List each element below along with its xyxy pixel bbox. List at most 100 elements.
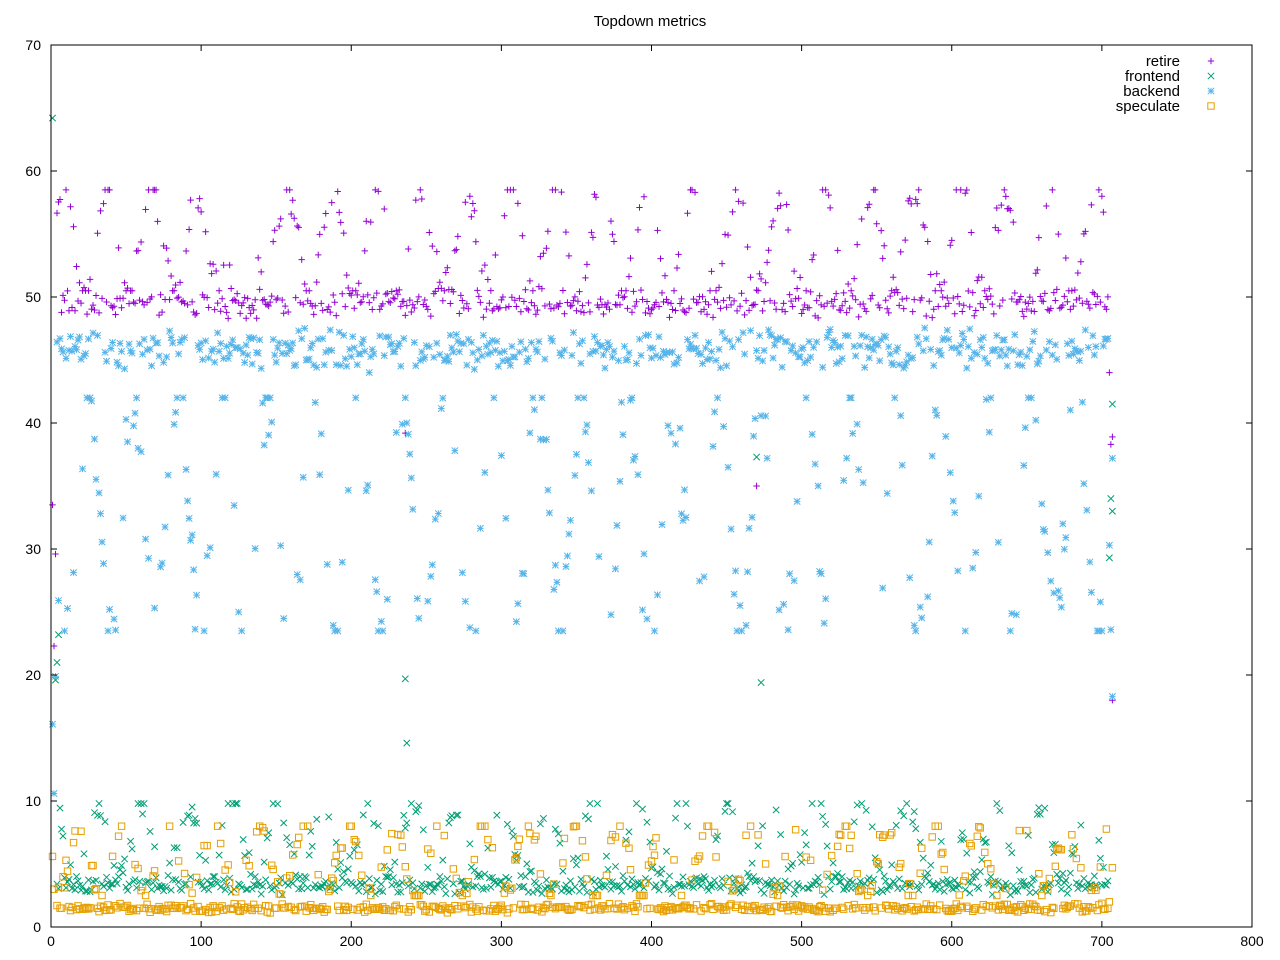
- point-backend: [269, 335, 277, 343]
- point-speculate: [742, 831, 750, 839]
- point-backend: [314, 335, 322, 343]
- point-retire: [700, 306, 708, 313]
- point-backend: [985, 428, 993, 436]
- point-retire: [185, 226, 193, 233]
- point-retire: [205, 304, 212, 311]
- point-backend: [671, 440, 680, 448]
- point-backend: [813, 338, 821, 346]
- point-frontend: [1039, 882, 1047, 890]
- point-backend: [574, 394, 582, 402]
- point-frontend: [102, 873, 111, 881]
- point-frontend: [245, 849, 253, 857]
- point-retire: [294, 222, 301, 230]
- point-retire: [1031, 308, 1038, 315]
- point-backend: [605, 343, 614, 351]
- point-speculate: [550, 880, 558, 888]
- point-frontend: [416, 884, 424, 892]
- point-backend: [467, 338, 475, 346]
- point-frontend: [903, 799, 911, 808]
- point-backend: [961, 627, 969, 635]
- point-backend: [975, 492, 983, 500]
- point-retire: [753, 286, 760, 294]
- point-backend: [674, 353, 683, 361]
- point-speculate: [314, 870, 322, 879]
- point-speculate: [904, 891, 912, 900]
- point-backend: [502, 514, 510, 522]
- point-frontend: [682, 799, 690, 808]
- point-backend: [292, 361, 300, 369]
- point-retire: [208, 270, 215, 277]
- point-frontend: [1074, 884, 1082, 892]
- point-retire: [947, 241, 954, 249]
- point-frontend: [394, 888, 402, 896]
- point-backend: [727, 525, 735, 533]
- point-retire: [460, 304, 468, 312]
- point-backend: [568, 351, 576, 359]
- point-backend: [861, 363, 869, 371]
- point-backend: [718, 328, 726, 336]
- point-backend: [361, 347, 369, 355]
- point-speculate: [888, 828, 896, 837]
- point-retire: [816, 292, 823, 299]
- point-frontend: [879, 888, 887, 896]
- point-retire: [826, 204, 834, 212]
- point-backend: [124, 438, 132, 446]
- point-retire: [254, 254, 262, 262]
- point-backend: [1011, 331, 1019, 339]
- point-backend: [919, 347, 927, 355]
- point-backend: [416, 356, 424, 364]
- point-speculate: [84, 905, 93, 913]
- point-backend: [515, 348, 523, 356]
- point-backend: [619, 431, 627, 439]
- point-retire: [706, 287, 714, 294]
- point-retire: [230, 296, 238, 303]
- point-backend: [268, 418, 276, 426]
- point-retire: [271, 227, 278, 234]
- point-frontend: [1104, 877, 1112, 885]
- point-backend: [142, 535, 150, 543]
- point-frontend: [401, 675, 409, 683]
- point-frontend: [883, 886, 891, 894]
- point-frontend: [200, 885, 208, 893]
- point-retire: [971, 312, 978, 319]
- point-backend: [617, 398, 626, 406]
- point-retire: [621, 293, 628, 300]
- point-retire: [1053, 286, 1061, 293]
- point-frontend: [413, 806, 421, 814]
- point-frontend: [233, 799, 241, 808]
- point-retire: [640, 193, 648, 200]
- point-speculate: [1050, 904, 1058, 912]
- point-frontend: [115, 873, 123, 881]
- point-frontend: [593, 799, 602, 808]
- point-frontend: [768, 876, 776, 884]
- point-retire: [777, 202, 784, 209]
- point-backend: [538, 394, 546, 402]
- point-backend: [415, 614, 423, 622]
- point-retire: [275, 222, 283, 230]
- point-backend: [296, 576, 304, 584]
- point-backend: [948, 344, 956, 352]
- point-frontend: [632, 799, 641, 808]
- point-retire: [814, 314, 822, 322]
- point-retire: [757, 275, 765, 283]
- point-speculate: [143, 900, 151, 908]
- point-backend: [383, 595, 391, 603]
- point-backend: [652, 352, 660, 360]
- point-frontend: [508, 827, 516, 835]
- point-frontend: [850, 818, 858, 826]
- point-backend: [765, 326, 773, 334]
- point-backend: [885, 343, 893, 351]
- point-frontend: [792, 886, 800, 894]
- point-retire: [604, 299, 612, 307]
- point-retire: [537, 253, 544, 260]
- point-backend: [488, 336, 496, 344]
- point-speculate: [180, 869, 189, 878]
- point-frontend: [185, 811, 193, 819]
- point-backend: [631, 452, 639, 460]
- point-retire: [600, 310, 607, 318]
- point-backend: [209, 345, 217, 353]
- point-frontend: [454, 811, 462, 819]
- point-retire: [588, 229, 595, 236]
- point-retire: [70, 223, 77, 230]
- point-backend: [93, 331, 102, 339]
